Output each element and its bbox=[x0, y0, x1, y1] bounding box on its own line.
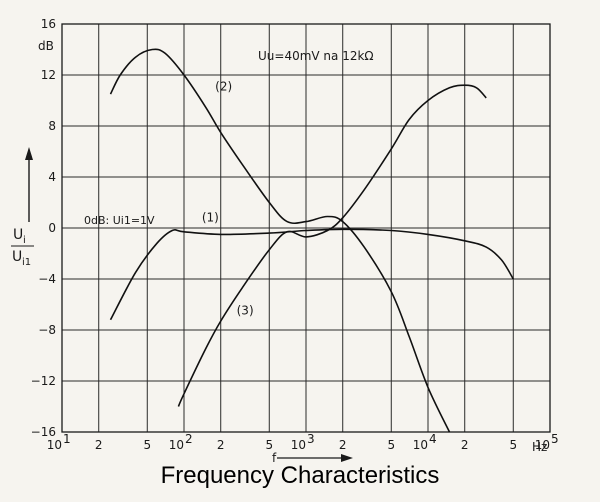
x-label: f bbox=[272, 451, 277, 465]
series-label-3: (3) bbox=[237, 304, 254, 318]
x-axis-label: f bbox=[272, 451, 353, 465]
y-label-numerator: U bbox=[13, 227, 23, 243]
series-label-2: (2) bbox=[215, 79, 232, 93]
grid bbox=[61, 23, 551, 433]
series-line-1 bbox=[109, 228, 514, 321]
chart-caption: Frequency Characteristics bbox=[160, 462, 440, 489]
y-tick-label: 16 bbox=[41, 17, 56, 31]
x-tick-label: 5 bbox=[509, 438, 517, 452]
x-tick-label: 10 bbox=[291, 438, 306, 452]
x-tick-label: 10 bbox=[535, 438, 550, 452]
x-tick-label: 10 bbox=[413, 438, 428, 452]
x-tick-exponent: 4 bbox=[429, 432, 437, 446]
series-line-3 bbox=[177, 84, 487, 407]
x-tick-label: 2 bbox=[339, 438, 347, 452]
x-tick-label: 2 bbox=[95, 438, 103, 452]
y-tick-label: 8 bbox=[48, 119, 56, 133]
y-tick-label: −4 bbox=[38, 272, 56, 286]
y-tick-label: 12 bbox=[41, 68, 56, 82]
x-tick-label: 2 bbox=[217, 438, 225, 452]
x-tick-label: 5 bbox=[143, 438, 151, 452]
y-unit-label: dB bbox=[38, 39, 54, 53]
series-lines bbox=[109, 48, 514, 433]
y-label-denominator: U bbox=[12, 249, 22, 265]
x-tick-exponent: 5 bbox=[551, 432, 559, 446]
x-tick-exponent: 3 bbox=[307, 432, 315, 446]
plot-frame bbox=[61, 23, 551, 433]
x-tick-label: 2 bbox=[461, 438, 469, 452]
y-tick-label: −12 bbox=[31, 374, 56, 388]
condition-annotation: Uu=40mV na 12kΩ bbox=[258, 49, 374, 63]
x-tick-label: 5 bbox=[265, 438, 273, 452]
y-axis-label: U i U i1 bbox=[11, 147, 34, 268]
series-label-1: (1) bbox=[202, 211, 219, 225]
x-tick-exponent: 2 bbox=[185, 432, 193, 446]
reference-annotation: 0dB: Ui1=1V bbox=[84, 214, 155, 227]
x-tick-label: 10 bbox=[169, 438, 184, 452]
y-tick-label: −16 bbox=[31, 425, 56, 439]
y-tick-label: 0 bbox=[48, 221, 56, 235]
y-label-numerator-sub: i bbox=[23, 235, 26, 246]
series-line-2 bbox=[109, 48, 451, 433]
y-tick-label: −8 bbox=[38, 323, 56, 337]
x-tick-exponent: 1 bbox=[63, 432, 71, 446]
y-tick-label: 4 bbox=[48, 170, 56, 184]
x-unit-label: Hz bbox=[532, 440, 547, 454]
x-tick-label: 10 bbox=[47, 438, 62, 452]
y-label-denominator-sub: i1 bbox=[22, 257, 31, 268]
x-tick-labels: 10 1 2 5 10 2 2 5 10 3 2 5 10 4 2 5 10 5 bbox=[47, 432, 559, 452]
series-labels: (1) (2) (3) bbox=[202, 79, 254, 317]
y-tick-labels: 16 12 8 4 0 −4 −8 −12 −16 bbox=[31, 17, 56, 439]
x-tick-label: 5 bbox=[387, 438, 395, 452]
